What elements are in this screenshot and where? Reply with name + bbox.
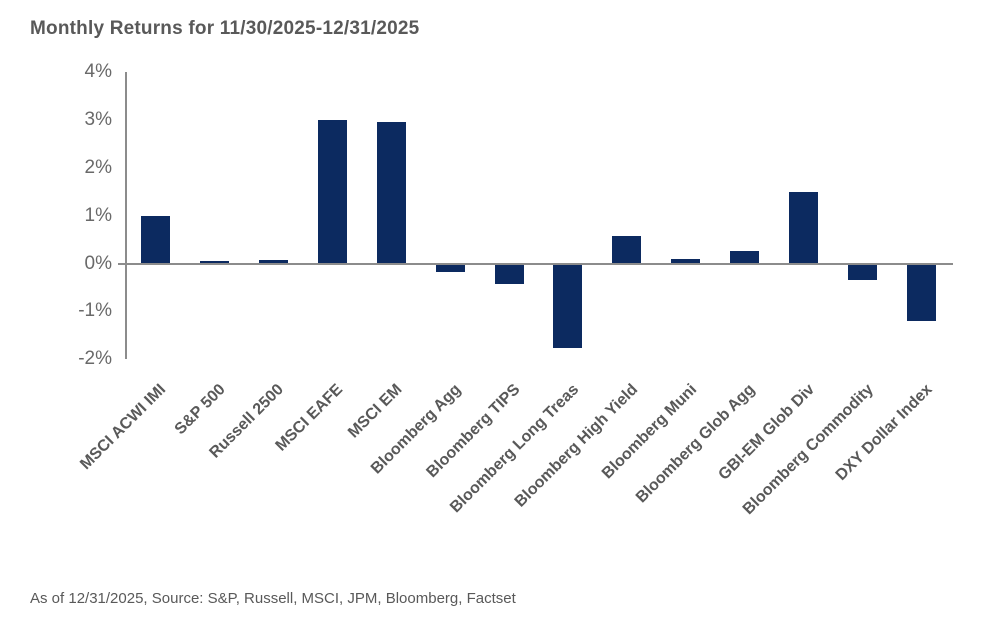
bar xyxy=(553,264,583,349)
x-category-label: MSCI ACWI IMI xyxy=(77,381,170,474)
bar xyxy=(258,259,288,264)
y-tick-label: -1% xyxy=(78,300,112,322)
y-tick-label: 3% xyxy=(84,109,112,131)
bar xyxy=(435,264,465,272)
bar xyxy=(612,236,642,264)
bar xyxy=(906,264,936,321)
bar xyxy=(199,261,229,264)
y-tick-label: 1% xyxy=(84,204,112,226)
x-axis-zero-line xyxy=(118,262,953,265)
bar xyxy=(730,250,760,264)
x-category-label: MSCI EM xyxy=(344,381,406,442)
y-tick-label: 2% xyxy=(84,156,112,178)
source-note: As of 12/31/2025, Source: S&P, Russell, … xyxy=(30,590,516,607)
bar xyxy=(494,264,524,284)
bar xyxy=(317,120,347,264)
y-tick-label: -2% xyxy=(78,348,112,370)
bar xyxy=(848,264,878,280)
bar xyxy=(141,215,170,264)
bar xyxy=(789,191,819,264)
x-category-label: S&P 500 xyxy=(171,381,229,439)
x-category-label: Bloomberg Glob Agg xyxy=(633,381,759,507)
y-axis-line xyxy=(125,72,127,360)
y-tick-label: 0% xyxy=(84,252,112,274)
bar xyxy=(671,258,701,264)
chart-title: Monthly Returns for 11/30/2025-12/31/202… xyxy=(30,18,420,39)
y-tick-label: 4% xyxy=(84,61,112,83)
bar xyxy=(376,121,406,264)
